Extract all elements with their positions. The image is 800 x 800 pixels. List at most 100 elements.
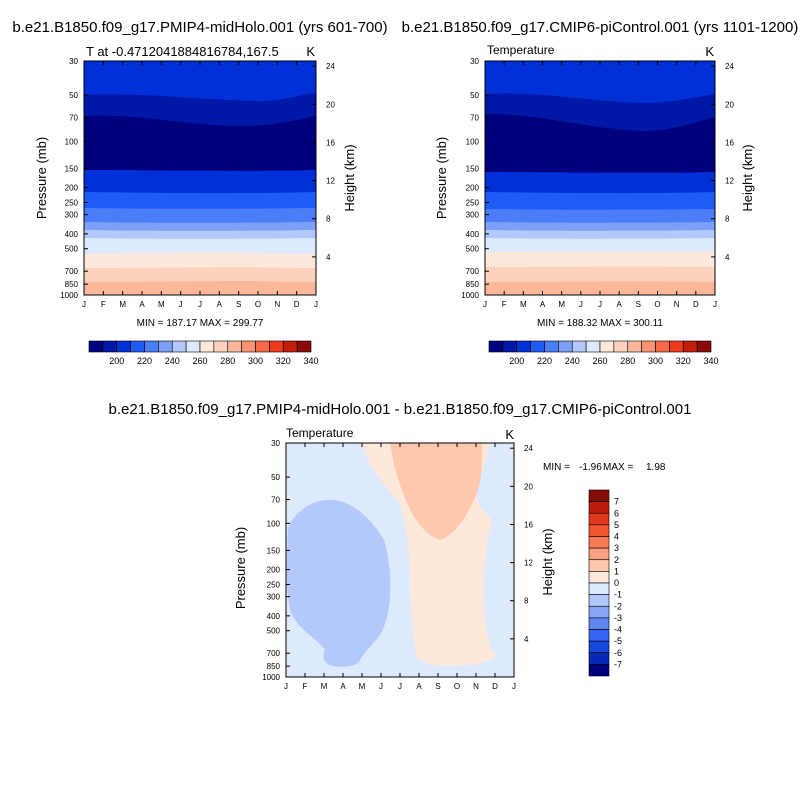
panel-midholo: b.e21.B1850.f09_g17.PMIP4-midHolo.001 (y… xyxy=(12,19,387,366)
colorbar-cell xyxy=(682,340,698,353)
colorbar-cell xyxy=(516,340,531,353)
x-tick-label: J xyxy=(179,300,183,309)
colorbar-label: 320 xyxy=(276,356,291,366)
contour-field xyxy=(485,61,715,295)
colorbar-label: 240 xyxy=(165,356,180,366)
colorbar-cell xyxy=(588,501,610,514)
panel-title: b.e21.B1850.f09_g17.PMIP4-midHolo.001 - … xyxy=(109,401,692,418)
height-tick-label: 4 xyxy=(725,253,730,262)
colorbar: 200 220 240 260 280 300 320 340 xyxy=(88,340,319,366)
y-tick-label: 300 xyxy=(267,593,281,602)
x-tick-label: J xyxy=(713,300,717,309)
y-tick-label: 250 xyxy=(267,580,281,589)
y-tick-label: 1000 xyxy=(60,291,78,300)
colorbar-cell xyxy=(585,340,601,353)
colorbar-cell xyxy=(199,340,215,353)
colorbar-cell xyxy=(530,340,545,353)
y-tick-label: 50 xyxy=(470,91,479,100)
colorbar-cell xyxy=(102,340,118,353)
y-tick-label: 30 xyxy=(271,439,280,448)
height-tick-label: 24 xyxy=(326,62,335,71)
min-value: -1.96 xyxy=(579,462,602,473)
y-axis-label-right: Height (km) xyxy=(540,528,555,595)
y-tick-label: 70 xyxy=(271,496,280,505)
colorbar-cell xyxy=(613,340,629,353)
y-tick-label: 500 xyxy=(65,245,79,254)
x-tick-label: J xyxy=(512,682,516,691)
y-tick-label: 700 xyxy=(466,267,480,276)
colorbar-cell xyxy=(130,340,145,353)
colorbar-cell xyxy=(296,340,312,353)
y-tick-label: 70 xyxy=(69,114,78,123)
colorbar-label: 260 xyxy=(192,356,207,366)
y-tick-label: 500 xyxy=(466,245,480,254)
x-tick-label: A xyxy=(217,300,223,309)
height-tick-label: 4 xyxy=(326,253,331,262)
x-tick-label: M xyxy=(520,300,527,309)
y-axis-label: Pressure (mb) xyxy=(233,527,248,609)
colorbar-label: 220 xyxy=(537,356,552,366)
colorbar-cell xyxy=(544,340,559,353)
colorbar-cell xyxy=(558,340,573,353)
y-tick-label: 100 xyxy=(65,137,79,146)
colorbar-label: 340 xyxy=(303,356,318,366)
panel-title: b.e21.B1850.f09_g17.PMIP4-midHolo.001 (y… xyxy=(12,19,387,36)
colorbar-cell xyxy=(655,340,670,353)
x-tick-label: F xyxy=(101,300,106,309)
y-tick-label: 400 xyxy=(466,230,480,239)
height-tick-label: 16 xyxy=(725,138,734,147)
height-tick-label: 12 xyxy=(725,177,734,186)
y-tick-label: 50 xyxy=(69,91,78,100)
colorbar-cell xyxy=(641,340,656,353)
colorbar-cell xyxy=(571,340,587,353)
height-tick-label: 20 xyxy=(326,100,335,109)
colorbar-cell xyxy=(185,340,201,353)
y-axis-label-right: Height (km) xyxy=(342,144,357,211)
x-tick-label: D xyxy=(492,682,498,691)
x-tick-label: M xyxy=(158,300,165,309)
colorbar-label: 200 xyxy=(109,356,124,366)
colorbar-cell xyxy=(599,340,615,353)
colorbar-label: 260 xyxy=(592,356,607,366)
colorbar-cell xyxy=(588,547,610,561)
colorbar-label: -6 xyxy=(614,648,622,658)
x-tick-label: S xyxy=(236,300,241,309)
colorbar-cell xyxy=(588,617,610,630)
x-tick-label: M xyxy=(359,682,366,691)
y-tick-label: 150 xyxy=(65,164,79,173)
y-tick-label: 700 xyxy=(65,267,79,276)
colorbar-cell xyxy=(488,340,504,353)
y-tick-label: 30 xyxy=(470,57,479,66)
x-tick-label: J xyxy=(483,300,487,309)
contour-field xyxy=(286,443,514,677)
y-ticks-right: 24 20 16 12 8 4 xyxy=(312,62,335,262)
colorbar-cell xyxy=(669,340,684,353)
colorbar-label: -7 xyxy=(614,659,622,669)
colorbar-cell xyxy=(588,559,610,572)
x-tick-label: O xyxy=(255,300,261,309)
colorbar-cell xyxy=(588,582,610,595)
x-tick-label: A xyxy=(416,682,422,691)
y-tick-label: 700 xyxy=(267,649,281,658)
y-tick-label: 1000 xyxy=(461,291,479,300)
max-label: MAX = xyxy=(603,462,633,473)
colorbar-label: 300 xyxy=(648,356,663,366)
colorbar-label: 220 xyxy=(137,356,152,366)
x-tick-label: A xyxy=(139,300,145,309)
y-tick-label: 100 xyxy=(267,519,281,528)
height-tick-label: 24 xyxy=(524,444,533,453)
x-tick-label: N xyxy=(674,300,680,309)
colorbar-label: -1 xyxy=(614,590,622,600)
y-ticks-right: 24 20 16 12 8 4 xyxy=(510,444,533,644)
panel-subtitle-left: Temperature xyxy=(286,426,354,440)
x-tick-label: A xyxy=(340,682,346,691)
x-tick-label: J xyxy=(198,300,202,309)
height-tick-label: 16 xyxy=(524,520,533,529)
height-tick-label: 4 xyxy=(524,635,529,644)
colorbar-label: 2 xyxy=(614,555,619,565)
colorbar-cell xyxy=(158,340,173,353)
y-tick-label: 500 xyxy=(267,627,281,636)
x-tick-label: M xyxy=(558,300,565,309)
y-axis-label: Pressure (mb) xyxy=(434,137,449,219)
